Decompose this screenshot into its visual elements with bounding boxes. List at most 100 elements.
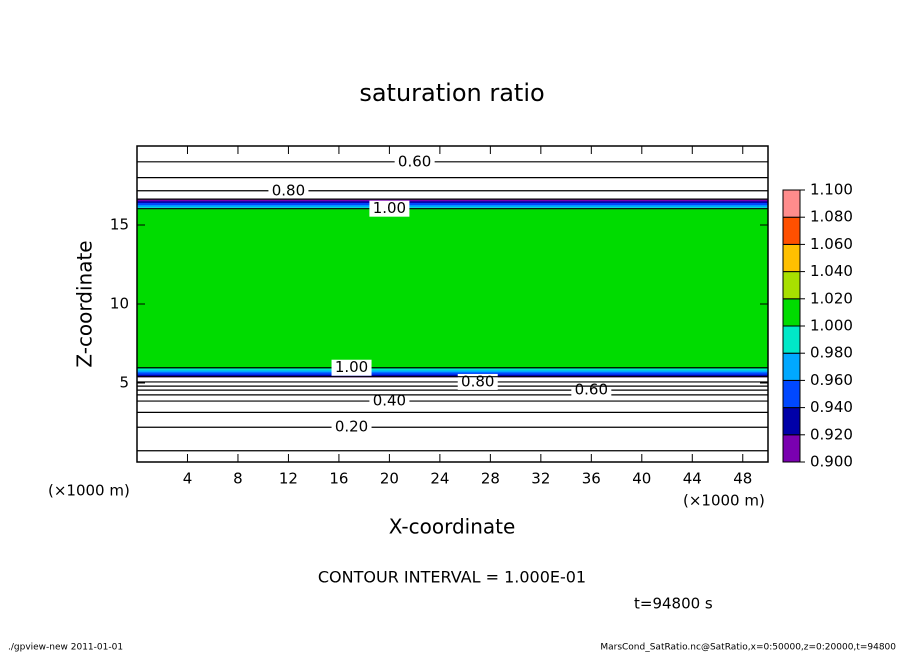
field-cell <box>137 340 768 345</box>
field-cell <box>137 155 768 157</box>
field-cell <box>137 179 768 181</box>
field-cell <box>137 260 768 266</box>
field-cell <box>137 419 768 422</box>
field-cell <box>137 284 768 289</box>
field-cell <box>137 236 768 242</box>
field-cell <box>137 364 768 368</box>
colorbar-label: 0.940 <box>810 398 853 416</box>
field-cell <box>137 178 768 181</box>
colorbar-label: 0.900 <box>810 453 853 471</box>
field-cell <box>137 343 768 347</box>
field-cell <box>137 436 768 438</box>
field-cell <box>137 447 768 449</box>
field-cell <box>137 401 768 403</box>
field-cell <box>137 409 768 412</box>
field-cell <box>137 225 768 230</box>
field-cell <box>137 256 768 262</box>
colorbar-label: 0.980 <box>810 344 853 362</box>
field-cell <box>137 153 768 155</box>
field-cell <box>137 182 768 184</box>
field-cell <box>137 180 768 183</box>
x-tick-label: 16 <box>329 470 348 488</box>
field-cell <box>137 171 768 173</box>
field-cell <box>137 423 768 426</box>
field-cell <box>137 306 768 310</box>
field-cell <box>137 167 768 169</box>
field-cell <box>137 421 768 423</box>
field-cell <box>137 430 768 432</box>
x-tick-label: 32 <box>531 470 550 488</box>
field-cell <box>137 186 768 188</box>
field-cell <box>137 280 768 285</box>
field-cell <box>137 435 768 437</box>
field-cell <box>137 459 768 461</box>
field-cell <box>137 445 768 447</box>
field-cell <box>137 351 768 355</box>
field-cell <box>137 427 768 430</box>
field-cell <box>137 356 768 360</box>
field-cell <box>137 163 768 165</box>
field-cell <box>137 292 768 297</box>
field-cell <box>137 332 768 337</box>
x-tick-label: 48 <box>733 470 752 488</box>
contour-label-bg <box>369 393 410 410</box>
field-cell <box>137 402 768 405</box>
field-cell <box>137 221 768 226</box>
field-cell <box>137 406 768 408</box>
colorbar-box <box>782 434 801 463</box>
field-cell <box>137 173 768 175</box>
colorbar-label: 0.960 <box>810 371 853 389</box>
field-cell <box>137 437 768 439</box>
field-cell <box>137 189 768 191</box>
field-cell <box>137 422 768 424</box>
field-cell <box>137 319 768 324</box>
colorbar-box <box>782 379 801 409</box>
field-cell <box>137 361 768 366</box>
contour-label-bg <box>394 153 435 170</box>
contour-label-bg <box>457 373 498 390</box>
contour-label: 0.60 <box>398 152 431 170</box>
field-cell <box>137 414 768 416</box>
field-cell <box>137 429 768 431</box>
field-cell <box>137 171 768 173</box>
field-cell <box>137 146 768 148</box>
colorbar-box <box>782 189 801 218</box>
colorbar-box <box>782 325 801 354</box>
colorbar-box <box>782 298 801 327</box>
field-cell <box>137 405 768 407</box>
footer-left: ./gpview-new 2011-01-01 <box>8 643 123 653</box>
field-cell <box>137 413 768 415</box>
field-cell <box>137 174 768 177</box>
field-cell <box>137 192 768 194</box>
field-cell <box>137 440 768 442</box>
field-cell <box>137 444 768 447</box>
field-cell <box>137 169 768 171</box>
field-cell <box>137 155 768 158</box>
field-cell <box>137 304 768 308</box>
field-cell <box>137 428 768 430</box>
y-tick-label: 5 <box>119 374 129 392</box>
field-cell <box>137 408 768 410</box>
field-cell <box>137 177 768 179</box>
field-cell <box>137 288 768 293</box>
field-cell <box>137 421 768 424</box>
field-cell <box>137 162 768 164</box>
colorbar-box <box>782 407 801 436</box>
field-cell <box>137 434 768 436</box>
contour-label-bg <box>331 419 372 436</box>
field <box>137 146 768 463</box>
contour-label-bg <box>268 182 309 199</box>
field-cell <box>137 432 768 434</box>
colorbar-label: 1.040 <box>810 262 853 280</box>
field-cell <box>137 415 768 418</box>
field-cell <box>137 442 768 445</box>
field-cell <box>137 435 768 437</box>
contour-interval: CONTOUR INTERVAL = 1.000E-01 <box>318 568 586 587</box>
contour-label: 0.80 <box>272 181 305 199</box>
field-cell <box>137 165 768 168</box>
field-cell <box>137 425 768 428</box>
field-cell <box>137 425 768 427</box>
y-tick-label: 15 <box>110 216 129 234</box>
field-cell <box>137 300 768 305</box>
